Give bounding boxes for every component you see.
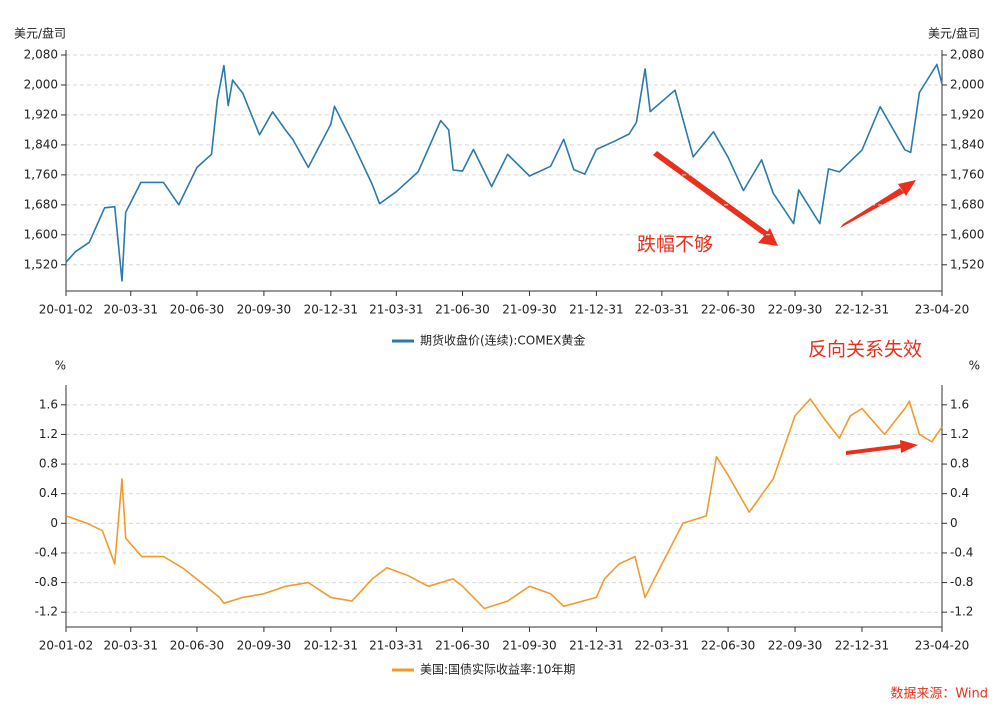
x-tick-label: 21-06-30 (435, 303, 489, 317)
x-tick-label: 22-09-30 (768, 639, 822, 653)
x-tick-label: 21-09-30 (502, 303, 556, 317)
y-tick-label: 1,760 (950, 167, 984, 181)
y-tick-label: 0.8 (950, 457, 969, 471)
y-tick-label: 1,520 (950, 257, 984, 271)
data-line (65, 63, 943, 282)
y-tick-label: 1,920 (950, 107, 984, 121)
arrow (840, 188, 904, 228)
source: 数据来源：Wind (890, 687, 988, 702)
x-tick-label: 22-03-31 (635, 639, 689, 653)
arrow (653, 151, 768, 236)
y-tick-label: 1,600 (950, 227, 984, 241)
y-tick-label: 2,080 (24, 48, 58, 62)
y-tick-label: 1,600 (24, 227, 58, 241)
x-tick-label: 22-12-31 (835, 303, 889, 317)
y-axis-unit: % (969, 359, 980, 373)
x-tick-label: 23-04-20 (915, 303, 969, 317)
x-tick-label: 22-12-31 (835, 639, 889, 653)
y-tick-label: 1,760 (24, 167, 58, 181)
y-tick-label: -0.4 (35, 545, 58, 559)
y-tick-label: -1.2 (950, 605, 973, 619)
x-tick-label: 20-03-31 (104, 303, 158, 317)
y-tick-label: 2,000 (24, 77, 58, 91)
y-tick-label: 2,000 (950, 77, 984, 91)
y-tick-label: 1,680 (950, 197, 984, 211)
y-tick-label: 1,920 (24, 107, 58, 121)
y-axis-unit: % (55, 359, 66, 373)
y-tick-label: 1.2 (39, 427, 58, 441)
x-tick-label: 21-12-31 (569, 639, 623, 653)
annotation: 反向关系失效 (808, 339, 922, 361)
y-tick-label: -0.8 (950, 575, 973, 589)
x-tick-label: 20-09-30 (237, 639, 291, 653)
x-tick-label: 21-03-31 (369, 639, 423, 653)
x-tick-label: 22-06-30 (701, 639, 755, 653)
x-tick-label: 22-03-31 (635, 303, 689, 317)
x-tick-label: 20-01-02 (39, 303, 93, 317)
y-axis-unit: 美元/盘司 (14, 26, 66, 41)
x-tick-label: 21-03-31 (369, 303, 423, 317)
y-tick-label: 0.4 (950, 486, 969, 500)
x-tick-label: 20-06-30 (170, 639, 224, 653)
y-tick-label: -0.8 (35, 575, 58, 589)
x-tick-label: 22-06-30 (701, 303, 755, 317)
y-tick-label: 1,840 (950, 137, 984, 151)
arrow (846, 444, 902, 455)
x-tick-label: 20-01-02 (39, 639, 93, 653)
y-tick-label: 0.4 (39, 486, 58, 500)
y-tick-label: 1,520 (24, 257, 58, 271)
y-tick-label: 0 (50, 516, 58, 530)
x-tick-label: 23-04-20 (915, 639, 969, 653)
x-tick-label: 20-12-31 (304, 303, 358, 317)
x-tick-label: 22-09-30 (768, 303, 822, 317)
y-tick-label: 1.2 (950, 427, 969, 441)
y-tick-label: -1.2 (35, 605, 58, 619)
y-tick-label: 1.6 (39, 397, 58, 411)
legend-label: 期货收盘价(连续):COMEX黄金 (420, 333, 585, 348)
y-tick-label: 2,080 (950, 48, 984, 62)
y-tick-label: 0 (950, 516, 958, 530)
x-tick-label: 20-06-30 (170, 303, 224, 317)
arrow (898, 180, 916, 196)
x-tick-label: 21-06-30 (435, 639, 489, 653)
legend-label: 美国:国债实际收益率:10年期 (420, 662, 575, 677)
y-tick-label: 1,840 (24, 137, 58, 151)
annotation: 跌幅不够 (637, 234, 713, 256)
x-tick-label: 20-12-31 (304, 639, 358, 653)
arrow (900, 440, 918, 453)
arrow (655, 153, 778, 246)
x-tick-label: 20-09-30 (237, 303, 291, 317)
x-tick-label: 20-03-31 (104, 639, 158, 653)
y-axis-unit: 美元/盘司 (928, 26, 980, 41)
x-tick-label: 21-09-30 (502, 639, 556, 653)
y-tick-label: 1.6 (950, 397, 969, 411)
y-tick-label: 0.8 (39, 457, 58, 471)
x-tick-label: 21-12-31 (569, 303, 623, 317)
y-tick-label: -0.4 (950, 545, 973, 559)
data-line (65, 398, 943, 610)
y-tick-label: 1,680 (24, 197, 58, 211)
